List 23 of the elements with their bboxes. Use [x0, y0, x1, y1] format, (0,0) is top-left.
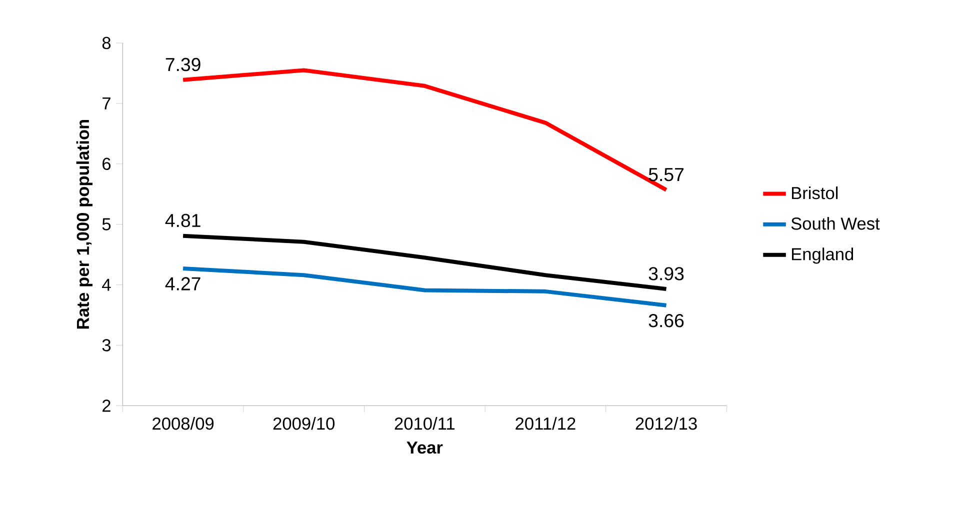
x-tick-label: 2008/09 [152, 417, 214, 430]
data-label: 7.39 [166, 58, 200, 72]
data-label: 3.66 [648, 314, 684, 328]
y-tick-label: 5 [102, 218, 111, 230]
y-axis-title: Rate per 1,000 population [76, 120, 92, 329]
y-tick-label: 4 [102, 278, 111, 291]
legend-label: Bristol [792, 186, 838, 200]
data-label: 3.93 [648, 267, 684, 280]
x-tick-label: 2011/12 [516, 417, 576, 430]
y-tick-label: 3 [102, 339, 111, 352]
legend-label: South West [791, 217, 880, 230]
legend-label: England [792, 248, 854, 264]
data-label: 4.81 [165, 214, 200, 228]
y-tick-label: 6 [102, 158, 111, 170]
data-label: 5.57 [648, 168, 684, 182]
x-axis-title: Year [406, 442, 443, 454]
x-tick-label: 2010/11 [394, 417, 455, 430]
y-tick-label: 7 [102, 97, 110, 110]
x-tick-label: 2009/10 [273, 417, 335, 430]
data-label: 4.27 [165, 277, 200, 290]
y-tick-label: 8 [102, 36, 111, 50]
x-tick-label: 2012/13 [636, 417, 697, 430]
y-tick-label: 2 [102, 400, 110, 412]
